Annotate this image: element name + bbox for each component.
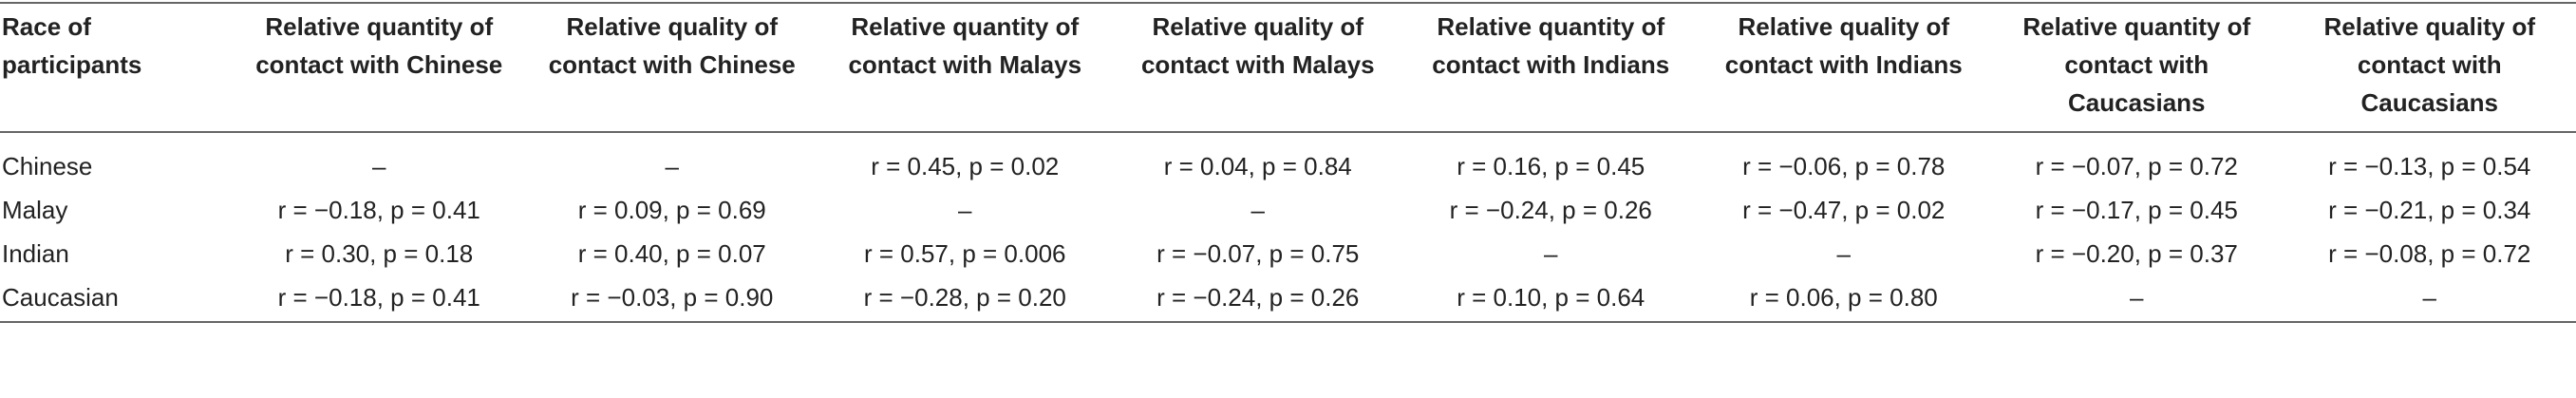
table-cell: – bbox=[1990, 275, 2284, 322]
row-header: Caucasian bbox=[0, 275, 233, 322]
column-header: Relative quantity of contact with Chines… bbox=[233, 3, 526, 132]
table-cell: – bbox=[2284, 275, 2576, 322]
table-cell: r = 0.10, p = 0.64 bbox=[1404, 275, 1698, 322]
table-cell: r = 0.45, p = 0.02 bbox=[818, 132, 1112, 188]
table-cell: r = −0.07, p = 0.72 bbox=[1990, 132, 2284, 188]
table-cell: r = 0.06, p = 0.80 bbox=[1698, 275, 1991, 322]
table-cell: r = −0.24, p = 0.26 bbox=[1112, 275, 1405, 322]
table-cell: r = 0.04, p = 0.84 bbox=[1112, 132, 1405, 188]
table-cell: r = −0.06, p = 0.78 bbox=[1698, 132, 1991, 188]
table-cell: – bbox=[233, 132, 526, 188]
table-cell: r = 0.16, p = 0.45 bbox=[1404, 132, 1698, 188]
table-cell: r = −0.07, p = 0.75 bbox=[1112, 232, 1405, 275]
column-header: Relative quality of contact with Indians bbox=[1698, 3, 1991, 132]
table-cell: – bbox=[526, 132, 819, 188]
column-header: Relative quantity of contact with Caucas… bbox=[1990, 3, 2284, 132]
table-cell: r = −0.18, p = 0.41 bbox=[233, 275, 526, 322]
table-cell: r = −0.21, p = 0.34 bbox=[2284, 188, 2576, 232]
column-header: Race of participants bbox=[0, 3, 233, 132]
table-cell: r = −0.20, p = 0.37 bbox=[1990, 232, 2284, 275]
column-header: Relative quantity of contact with Malays bbox=[818, 3, 1112, 132]
table-cell: r = 0.30, p = 0.18 bbox=[233, 232, 526, 275]
table-cell: r = −0.13, p = 0.54 bbox=[2284, 132, 2576, 188]
table-cell: r = −0.08, p = 0.72 bbox=[2284, 232, 2576, 275]
row-header: Chinese bbox=[0, 132, 233, 188]
table-cell: – bbox=[1112, 188, 1405, 232]
table-cell: r = −0.18, p = 0.41 bbox=[233, 188, 526, 232]
table-cell: r = −0.28, p = 0.20 bbox=[818, 275, 1112, 322]
column-header: Relative quality of contact with Caucasi… bbox=[2284, 3, 2576, 132]
row-header: Indian bbox=[0, 232, 233, 275]
table-cell: r = 0.40, p = 0.07 bbox=[526, 232, 819, 275]
row-header: Malay bbox=[0, 188, 233, 232]
table-cell: – bbox=[1404, 232, 1698, 275]
table-cell: – bbox=[818, 188, 1112, 232]
table-cell: r = −0.47, p = 0.02 bbox=[1698, 188, 1991, 232]
table-cell: r = 0.57, p = 0.006 bbox=[818, 232, 1112, 275]
table-cell: r = 0.09, p = 0.69 bbox=[526, 188, 819, 232]
table-cell: – bbox=[1698, 232, 1991, 275]
column-header: Relative quality of contact with Malays bbox=[1112, 3, 1405, 132]
table-cell: r = −0.03, p = 0.90 bbox=[526, 275, 819, 322]
table-cell: r = −0.24, p = 0.26 bbox=[1404, 188, 1698, 232]
column-header: Relative quality of contact with Chinese bbox=[526, 3, 819, 132]
column-header: Relative quantity of contact with Indian… bbox=[1404, 3, 1698, 132]
table-cell: r = −0.17, p = 0.45 bbox=[1990, 188, 2284, 232]
